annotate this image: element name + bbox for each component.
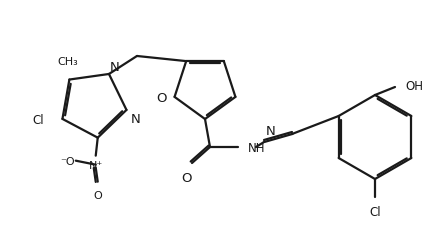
- Text: O: O: [182, 171, 192, 184]
- Text: N: N: [266, 124, 276, 137]
- Text: OH: OH: [405, 79, 423, 92]
- Text: N: N: [110, 61, 120, 74]
- Text: CH₃: CH₃: [57, 56, 78, 66]
- Text: NH: NH: [248, 141, 266, 154]
- Text: O: O: [93, 190, 102, 200]
- Text: N: N: [130, 112, 140, 125]
- Text: ⁻O: ⁻O: [61, 156, 75, 166]
- Text: N⁺: N⁺: [89, 160, 103, 170]
- Text: Cl: Cl: [33, 114, 44, 127]
- Text: Cl: Cl: [369, 205, 381, 218]
- Text: O: O: [156, 92, 166, 105]
